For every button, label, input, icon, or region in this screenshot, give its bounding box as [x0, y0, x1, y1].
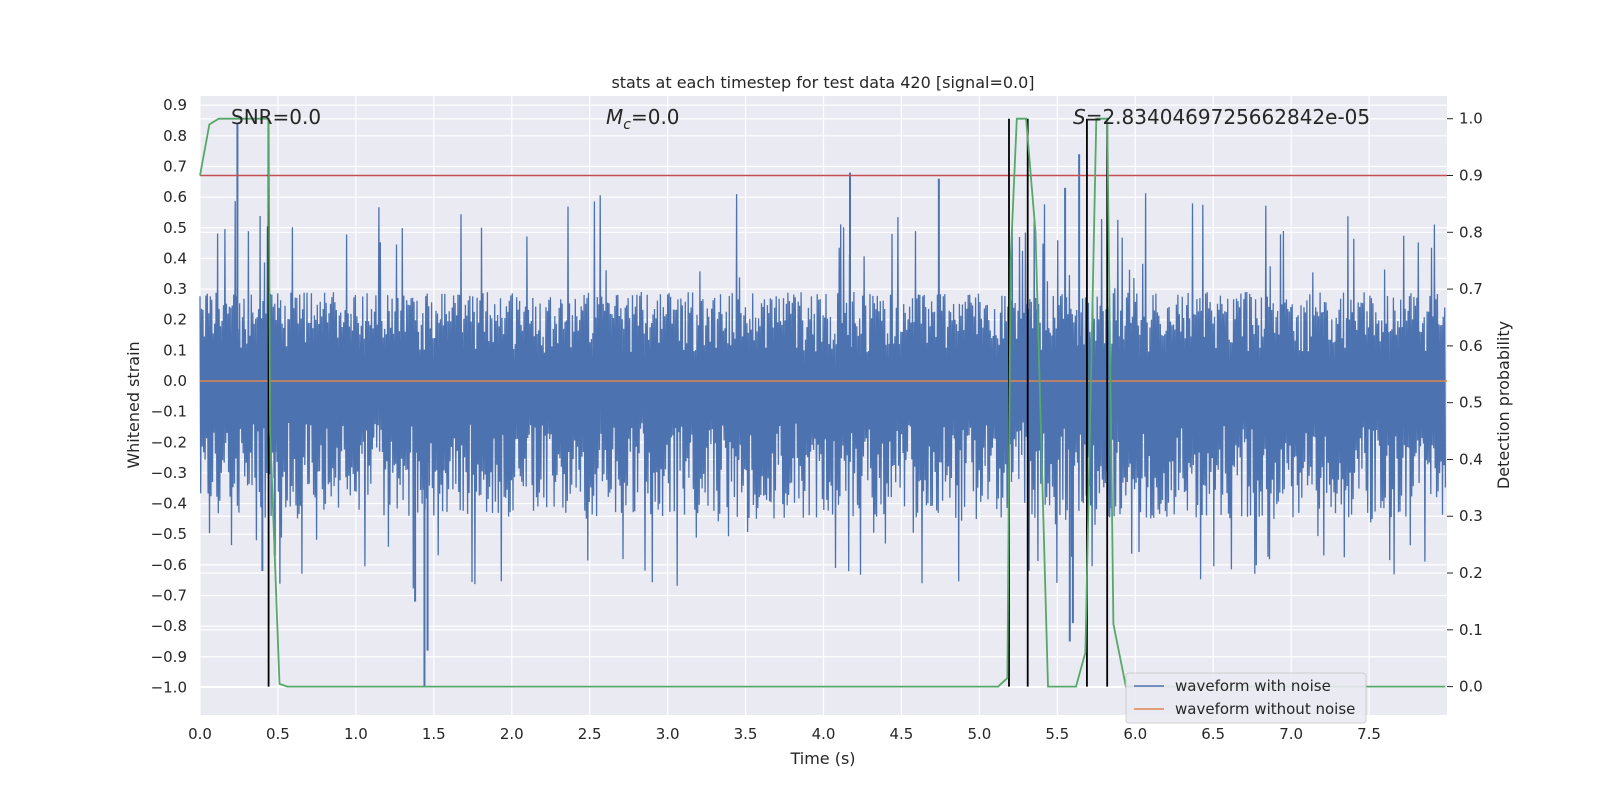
snr-annotation: SNR=0.0	[231, 105, 321, 129]
x-tick-label: 1.5	[422, 725, 446, 743]
y-tick-label: 0.4	[163, 249, 187, 267]
y-tick-label: 0.9	[163, 96, 187, 114]
noise-waveform	[199, 123, 1447, 688]
x-tick-label: 3.0	[656, 725, 680, 743]
y2-tick-label: 0.3	[1459, 507, 1483, 525]
y-tick-label: 0.2	[163, 311, 187, 329]
y-tick-label: 0.7	[163, 157, 187, 175]
y-tick-label: −0.5	[151, 525, 187, 543]
x-tick-label: 6.0	[1123, 725, 1147, 743]
y2-tick-label: 0.2	[1459, 564, 1483, 582]
y2-tick-label: 0.8	[1459, 223, 1483, 241]
y2-tick-label: 0.5	[1459, 394, 1483, 412]
x-tick-label: 5.5	[1045, 725, 1069, 743]
x-tick-label: 2.5	[578, 725, 602, 743]
legend-box	[1125, 672, 1367, 724]
chirp-mass-value: =0.0	[631, 105, 680, 129]
y2-tick-label: 0.6	[1459, 337, 1483, 355]
y-tick-label: −0.1	[151, 403, 187, 421]
chart-title: stats at each timestep for test data 420…	[611, 73, 1034, 92]
s-value: =2.8340469725662842e-05	[1086, 105, 1370, 129]
y-tick-labels: 0.9 0.8 0.7 0.6 0.5 0.4 0.3 0.2 0.1 0.0 −0.1 −0.2 −0…	[151, 96, 187, 696]
y2-tick-label: 0.4	[1459, 450, 1483, 468]
legend-label-noise: waveform with noise	[1175, 677, 1331, 695]
y-tick-label: −0.2	[151, 433, 187, 451]
y-tick-label: −0.8	[151, 617, 187, 635]
x-axis-label: Time (s)	[789, 749, 855, 768]
y2-tick-label: 0.7	[1459, 280, 1483, 298]
s-annotation: S=2.8340469725662842e-05	[1073, 105, 1370, 129]
legend: waveform with noise waveform without noi…	[1125, 672, 1367, 724]
detection-probability-line	[199, 117, 1446, 688]
y-tick-label: 0.5	[163, 219, 187, 237]
y-tick-label: 0.3	[163, 280, 187, 298]
y-tick-label: −1.0	[151, 678, 187, 696]
y2-tick-labels: 1.0 0.9 0.8 0.7 0.6 0.5 0.4 0.3 0.2 0.1 0.0	[1447, 110, 1483, 696]
x-tick-label: 7.0	[1279, 725, 1303, 743]
y2-tick-label: 0.9	[1459, 167, 1483, 185]
s-symbol: S	[1073, 105, 1086, 129]
y-axis-label: Whitened strain	[124, 341, 143, 468]
noise-trace	[199, 193, 1447, 589]
y-tick-label: −0.6	[151, 556, 187, 574]
y2-axis-label: Detection probability	[1494, 321, 1513, 489]
x-tick-label: 5.0	[967, 725, 991, 743]
x-tick-labels: 0.0 0.5 1.0 1.5 2.0 2.5 3.0 3.5 4.0 4.5 5.0 5.5 6.0 6…	[188, 725, 1381, 743]
chirp-mass-symbol: M	[606, 105, 623, 129]
x-tick-label: 6.5	[1201, 725, 1225, 743]
y2-tick-label: 0.0	[1459, 678, 1483, 696]
y2-tick-label: 0.1	[1459, 621, 1483, 639]
x-tick-label: 1.0	[344, 725, 368, 743]
legend-label-clean: waveform without noise	[1175, 700, 1355, 718]
y-tick-label: −0.4	[151, 495, 187, 513]
x-tick-label: 3.5	[734, 725, 758, 743]
x-tick-label: 0.5	[266, 725, 290, 743]
chirp-mass-annotation: Mc=0.0	[606, 105, 680, 133]
series-lines	[199, 117, 1447, 688]
y-tick-label: 0.1	[163, 341, 187, 359]
y-tick-label: −0.3	[151, 464, 187, 482]
y-tick-label: 0.8	[163, 127, 187, 145]
y-tick-label: −0.7	[151, 586, 187, 604]
y2-tick-label: 1.0	[1459, 110, 1483, 128]
chirp-mass-subscript: c	[623, 117, 631, 133]
x-tick-label: 4.5	[890, 725, 914, 743]
x-tick-label: 0.0	[188, 725, 212, 743]
y-tick-label: −0.9	[151, 648, 187, 666]
x-tick-label: 4.0	[812, 725, 836, 743]
x-tick-label: 7.5	[1357, 725, 1381, 743]
y-tick-label: 0.0	[163, 372, 187, 390]
y-tick-label: 0.6	[163, 188, 187, 206]
x-tick-label: 2.0	[500, 725, 524, 743]
